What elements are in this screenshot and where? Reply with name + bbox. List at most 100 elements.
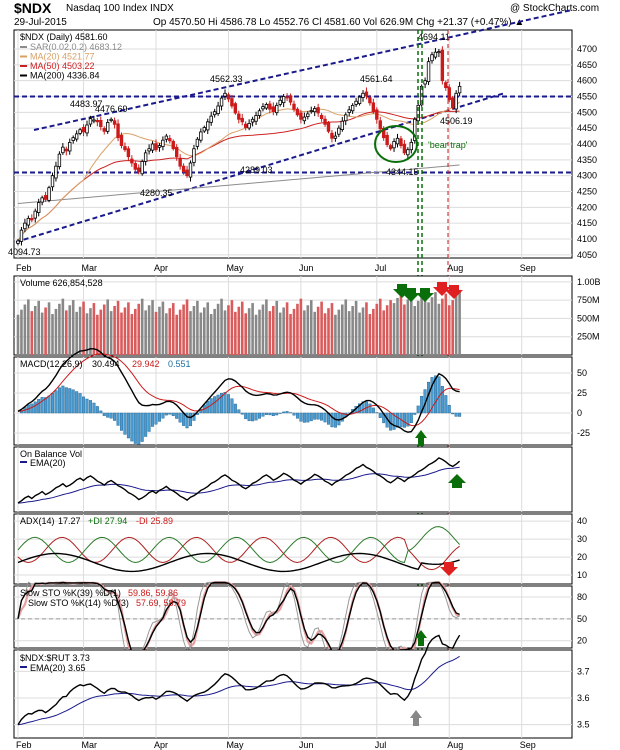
candle-body — [95, 120, 100, 123]
volume-bar — [20, 309, 23, 355]
candle-body — [112, 120, 117, 125]
index-name: Nasdaq 100 Index INDX — [66, 3, 174, 14]
volume-bar — [275, 300, 279, 355]
ma20-line — [17, 101, 460, 242]
macd-signal-value: 29.942 — [132, 359, 160, 369]
volume-bar — [258, 309, 261, 355]
bottom-x-tick-label: Mar — [82, 740, 98, 750]
volume-bar — [130, 314, 134, 355]
sto-y-tick-label: 20 — [577, 636, 587, 646]
volume-bar — [30, 311, 34, 355]
price-title: $NDX (Daily) 4581.60 — [20, 32, 108, 42]
legend-item: MA(20) 4521.77 — [30, 52, 95, 62]
candle-body — [57, 153, 62, 168]
price-y-tick-label: 4200 — [577, 202, 597, 212]
candle-body — [347, 109, 351, 113]
candle-body — [271, 106, 275, 113]
macd-histogram-bar — [44, 397, 48, 414]
ratio-y-tick-label: 3.6 — [577, 693, 590, 703]
volume-bar — [306, 305, 310, 355]
obv-line — [17, 457, 461, 504]
candle-body — [344, 114, 348, 122]
macd-histogram-bar — [126, 412, 130, 439]
macd-histogram-bar — [144, 412, 148, 437]
price-y-tick-label: 4400 — [577, 139, 597, 149]
price-y-tick-label: 4450 — [577, 123, 597, 133]
volume-bar — [182, 304, 185, 355]
candle-body — [195, 138, 200, 147]
volume-bar — [454, 295, 458, 355]
volume-bar — [168, 308, 172, 355]
candle-body — [154, 143, 158, 151]
macd-line — [17, 348, 460, 433]
volume-bar — [134, 308, 137, 355]
bottom-x-tick-label: Jun — [299, 740, 314, 750]
candle-body — [164, 135, 169, 140]
sto-subtitle: Slow STO %K(14) %D(3) — [28, 598, 129, 608]
volume-bar — [337, 309, 341, 355]
macd-histogram-bar — [302, 412, 306, 423]
price-y-tick-label: 4600 — [577, 76, 597, 86]
obv-ema-label: EMA(20) — [30, 458, 66, 468]
macd-histogram-bar — [68, 388, 72, 414]
candle-body — [99, 120, 103, 127]
volume-bar — [341, 304, 344, 355]
price-annotation: 4476.69 — [95, 104, 128, 114]
price-annotation: 4344.15 — [386, 167, 419, 177]
candle-body — [174, 146, 179, 158]
macd-histogram-bar — [64, 387, 68, 414]
macd-histogram-bar — [88, 400, 92, 414]
candle-body — [157, 145, 162, 148]
candle-body — [140, 161, 144, 175]
candle-body — [123, 146, 127, 151]
volume-tick-label: 250M — [577, 332, 600, 342]
lower-trend-line — [15, 92, 506, 243]
bear-trap-circle — [374, 125, 418, 163]
volume-bar — [185, 299, 189, 355]
volume-bar — [82, 301, 85, 355]
volume-bar — [416, 300, 420, 355]
upper-trend-line — [33, 9, 573, 131]
macd-histogram-bar — [109, 412, 113, 419]
candle-body — [368, 97, 372, 104]
candle-body — [302, 116, 307, 122]
volume-bar — [278, 312, 282, 355]
volume-bar — [158, 306, 161, 355]
volume-bar — [144, 310, 147, 355]
macd-histogram-bar — [106, 412, 110, 418]
macd-histogram-bar — [151, 412, 155, 427]
volume-bar — [206, 302, 210, 355]
volume-bar — [403, 304, 406, 355]
volume-bar — [347, 311, 351, 355]
candle-body — [364, 91, 369, 97]
macd-histogram-bar — [275, 412, 279, 416]
volume-bar — [334, 314, 337, 355]
volume-bar — [209, 314, 213, 355]
volume-bar — [123, 307, 127, 355]
macd-histogram-bar — [130, 412, 134, 442]
volume-bar — [444, 293, 448, 355]
volume-bar — [382, 310, 385, 355]
price-annotation: 4483.97 — [70, 99, 103, 109]
volume-bar — [171, 303, 175, 355]
bottom-x-tick-label: Sep — [520, 740, 536, 750]
volume-bar — [427, 302, 430, 355]
candle-body — [340, 120, 344, 130]
candle-body — [395, 137, 400, 145]
volume-bar — [289, 314, 292, 355]
candle-body — [288, 95, 293, 103]
macd-histogram-bar — [285, 411, 289, 414]
macd-histogram-bar — [147, 412, 151, 432]
adx-y-tick-label: 10 — [577, 570, 587, 580]
candle-body — [423, 80, 427, 85]
bottom-x-tick-label: Feb — [16, 740, 32, 750]
macd-histogram-bar — [368, 403, 372, 414]
ratio-ema-line — [17, 655, 460, 726]
volume-bar — [16, 314, 20, 355]
volume-bar — [296, 303, 299, 355]
candle-body — [188, 162, 193, 178]
candle-body — [299, 112, 303, 120]
macd-signal-line — [17, 353, 460, 427]
candle-body — [216, 105, 220, 114]
macd-histogram-bar — [313, 412, 317, 420]
